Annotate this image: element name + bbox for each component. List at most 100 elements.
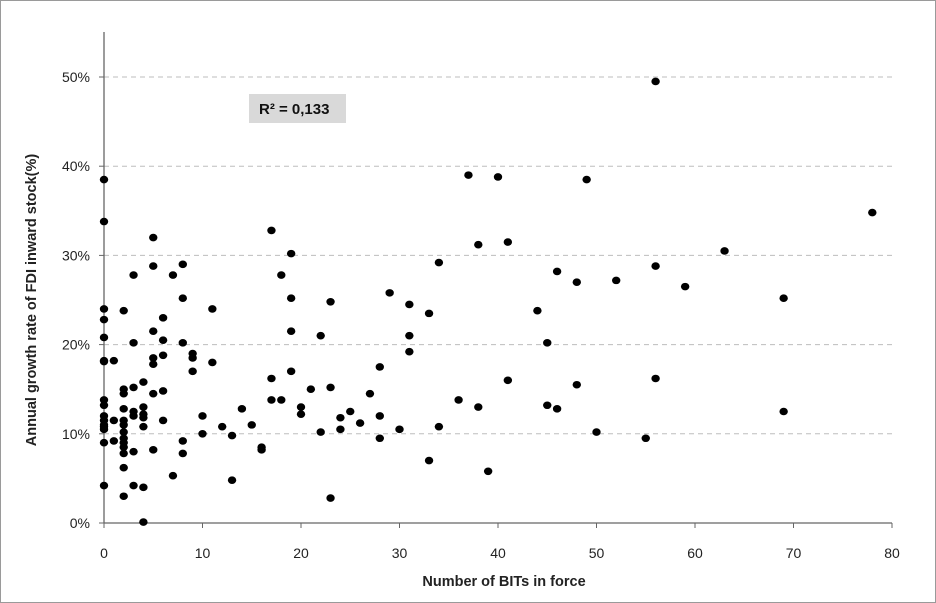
- data-point: [149, 446, 158, 454]
- data-point: [178, 339, 187, 347]
- data-point: [158, 351, 168, 360]
- data-point: [99, 357, 109, 366]
- data-point: [286, 367, 296, 376]
- data-point: [227, 431, 237, 440]
- x-tick-label: 80: [884, 545, 900, 561]
- data-point: [139, 483, 148, 492]
- data-point: [149, 354, 158, 362]
- data-point: [483, 467, 493, 476]
- data-point: [119, 443, 128, 451]
- data-point: [680, 282, 690, 291]
- data-point: [99, 401, 109, 410]
- x-tick-label: 20: [293, 545, 309, 561]
- x-tick-label: 70: [786, 545, 802, 561]
- data-point: [355, 419, 365, 427]
- data-point: [277, 396, 286, 404]
- data-point: [474, 240, 483, 249]
- data-point: [99, 305, 109, 313]
- data-point: [119, 492, 128, 501]
- data-point: [651, 77, 660, 86]
- data-point: [533, 306, 542, 315]
- data-point: [296, 410, 306, 418]
- y-tick-label: 30%: [62, 247, 90, 263]
- data-point: [119, 405, 128, 413]
- data-point: [257, 446, 266, 454]
- data-point: [237, 405, 247, 413]
- data-point: [158, 314, 168, 322]
- data-point: [277, 271, 286, 279]
- data-point: [99, 175, 109, 184]
- data-point: [99, 425, 109, 434]
- data-point: [651, 374, 660, 383]
- data-point: [405, 347, 414, 356]
- data-point: [720, 247, 729, 255]
- gridlines: [104, 76, 892, 435]
- y-tick-label: 20%: [62, 337, 90, 353]
- data-point: [375, 434, 384, 443]
- axes: [99, 32, 893, 528]
- x-tick-label: 40: [490, 545, 506, 561]
- data-point: [129, 447, 138, 456]
- data-point: [119, 428, 128, 436]
- data-point: [286, 327, 296, 336]
- tick-labels: 0% 10% 20% 30% 40% 50% 0 10 20 30 40 50 60 70 80: [62, 69, 900, 561]
- y-axis-title: Annual growth rate of FDI inward stock(%…: [24, 154, 40, 447]
- data-point: [346, 407, 355, 416]
- data-point: [227, 476, 237, 484]
- data-point: [306, 385, 316, 394]
- data-point: [208, 358, 217, 367]
- data-point: [198, 430, 207, 438]
- r-squared-annotation: R² = 0,133: [249, 94, 346, 123]
- x-tick-label: 30: [392, 545, 408, 561]
- x-tick-label: 60: [687, 545, 703, 561]
- data-point: [99, 396, 109, 404]
- y-tick-label: 50%: [62, 69, 90, 85]
- data-point: [286, 249, 296, 258]
- data-point: [543, 401, 552, 410]
- data-point: [178, 449, 187, 458]
- x-tick-label: 50: [589, 545, 605, 561]
- data-point: [158, 416, 168, 425]
- data-point: [572, 278, 581, 286]
- data-point: [405, 300, 414, 309]
- data-point: [119, 306, 128, 315]
- data-point: [109, 356, 119, 365]
- y-tick-label: 10%: [62, 426, 90, 442]
- data-point: [503, 376, 513, 385]
- data-point: [139, 378, 148, 386]
- data-point: [434, 422, 444, 431]
- data-point: [405, 331, 414, 340]
- data-point: [178, 437, 187, 445]
- data-point: [424, 456, 434, 465]
- annotation-text: R² = 0,133: [259, 101, 329, 118]
- data-point: [868, 208, 877, 217]
- data-point: [336, 413, 345, 422]
- data-point: [454, 396, 463, 404]
- data-point: [779, 407, 788, 416]
- y-tick-label: 40%: [62, 158, 90, 174]
- data-point: [582, 175, 591, 184]
- data-point: [543, 339, 552, 347]
- data-point: [641, 434, 650, 443]
- data-point: [326, 494, 335, 502]
- data-point: [651, 262, 660, 270]
- data-point: [149, 262, 158, 270]
- data-point: [149, 327, 158, 336]
- data-point: [316, 428, 325, 436]
- data-point: [99, 438, 109, 447]
- data-point: [218, 422, 227, 431]
- data-point: [267, 396, 276, 404]
- data-point: [129, 339, 138, 347]
- data-point: [109, 416, 119, 425]
- data-point: [119, 421, 128, 429]
- data-point: [296, 403, 306, 411]
- data-point: [139, 403, 148, 411]
- data-point: [198, 412, 207, 420]
- data-point: [208, 305, 217, 313]
- data-point: [178, 294, 187, 303]
- data-point: [139, 413, 148, 422]
- data-point: [503, 238, 513, 246]
- data-point: [336, 425, 345, 434]
